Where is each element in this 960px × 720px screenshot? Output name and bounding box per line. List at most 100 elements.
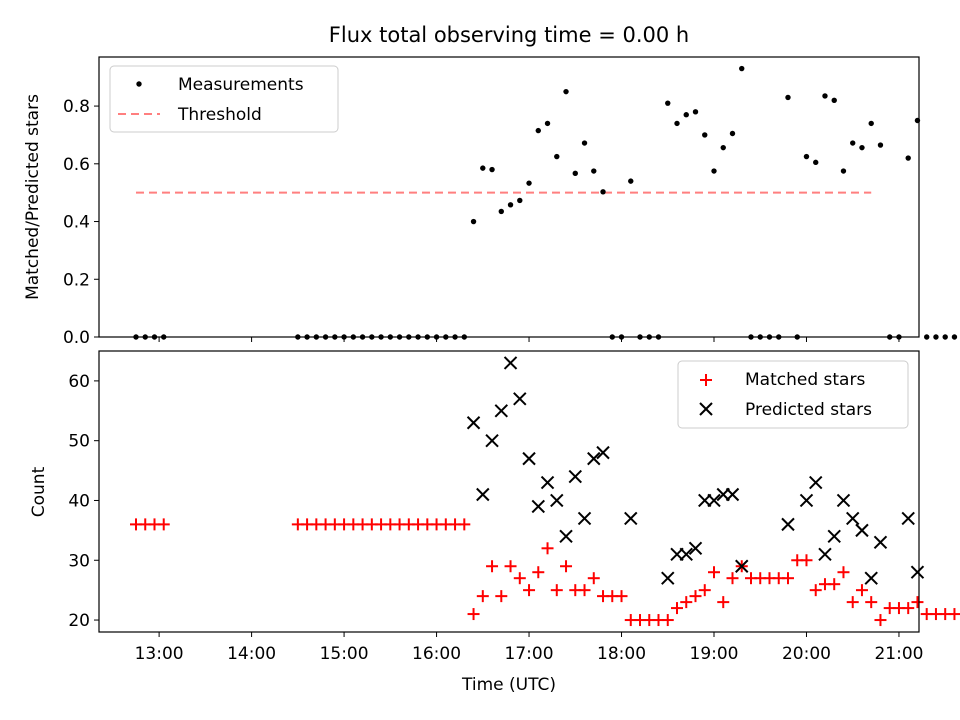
legend-measurements-marker bbox=[136, 81, 142, 87]
predicted-star-point bbox=[725, 487, 740, 502]
measurement-point bbox=[951, 334, 958, 340]
matched-star-point bbox=[726, 572, 739, 585]
measurement-point bbox=[544, 120, 551, 127]
matched-star-point bbox=[902, 602, 915, 615]
measurement-point bbox=[711, 168, 717, 174]
matched-star-point bbox=[476, 590, 489, 603]
matched-star-point bbox=[911, 596, 924, 609]
top-legend: Measurements Threshold bbox=[109, 65, 339, 133]
matched-star-point bbox=[948, 608, 960, 621]
counts-layer bbox=[129, 356, 960, 627]
measurement-point bbox=[785, 94, 791, 101]
matched-star-point bbox=[550, 584, 563, 597]
predicted-star-point bbox=[901, 511, 915, 526]
measurement-point bbox=[840, 168, 847, 174]
predicted-star-point bbox=[577, 511, 592, 526]
top-chart-title: Flux total observing time = 0.00 h bbox=[329, 23, 689, 47]
x-axis-label: Time (UTC) bbox=[461, 675, 556, 695]
x-tick-label: 21:00 bbox=[874, 644, 923, 664]
x-tick-label: 17:00 bbox=[505, 644, 554, 664]
bottom-y-tick-label: 40 bbox=[68, 491, 90, 511]
predicted-star-point bbox=[873, 535, 888, 550]
predicted-star-point bbox=[587, 451, 601, 466]
bottom-y-tick-label: 60 bbox=[68, 372, 90, 392]
measurement-point bbox=[822, 93, 828, 99]
measurement-point bbox=[739, 65, 745, 72]
predicted-star-point bbox=[781, 517, 795, 532]
predicted-star-point bbox=[550, 493, 564, 508]
predicted-star-point bbox=[809, 475, 823, 490]
measurement-point bbox=[581, 140, 588, 146]
bottom-legend: Matched stars Predicted stars bbox=[677, 360, 909, 429]
measurement-point bbox=[507, 202, 514, 208]
bottom-y-tick-label: 50 bbox=[68, 432, 90, 452]
predicted-star-point bbox=[494, 404, 509, 418]
predicted-star-point bbox=[836, 493, 851, 508]
x-tick-label: 20:00 bbox=[782, 644, 831, 664]
matched-star-point bbox=[865, 596, 878, 609]
predicted-star-point bbox=[522, 451, 536, 466]
top-y-tick-label: 0.2 bbox=[63, 270, 90, 290]
top-axis-ticks: 0.0 0.2 0.4 0.6 0.8 bbox=[63, 97, 900, 348]
measurement-point bbox=[591, 168, 597, 174]
matched-star-point bbox=[513, 572, 526, 585]
measurement-point bbox=[480, 165, 486, 171]
top-y-tick-label: 0.8 bbox=[63, 97, 90, 117]
matched-star-point bbox=[661, 614, 674, 627]
top-y-axis-label: Matched/Predicted stars bbox=[23, 94, 43, 300]
x-tick-label: 15:00 bbox=[320, 644, 369, 664]
measurement-point bbox=[554, 153, 560, 160]
measurement-point bbox=[831, 97, 837, 103]
measurement-point bbox=[517, 197, 523, 204]
top-y-tick-label: 0.0 bbox=[63, 328, 90, 348]
predicted-star-point bbox=[855, 523, 869, 538]
x-tick-label: 19:00 bbox=[690, 644, 739, 664]
measurement-point bbox=[628, 178, 634, 184]
matched-star-point bbox=[809, 584, 822, 597]
matched-star-point bbox=[689, 590, 702, 603]
measurement-point bbox=[665, 100, 671, 106]
predicted-star-point bbox=[513, 392, 527, 406]
predicted-star-point bbox=[661, 571, 675, 585]
predicted-star-point bbox=[818, 547, 832, 561]
predicted-star-point bbox=[531, 499, 545, 514]
bottom-axis-ticks: 13:00 14:00 15:00 16:00 17:00 18:00 19:00 20:00… bbox=[68, 372, 923, 664]
predicted-star-point bbox=[559, 529, 573, 544]
predicted-star-point bbox=[688, 541, 703, 556]
matched-star-point bbox=[560, 560, 573, 573]
measurement-point bbox=[729, 130, 736, 137]
x-tick-label: 14:00 bbox=[227, 644, 276, 664]
measurement-point bbox=[526, 180, 532, 186]
matched-star-point bbox=[504, 560, 517, 573]
matched-star-point bbox=[157, 518, 170, 531]
predicted-star-point bbox=[568, 469, 582, 484]
predicted-star-point bbox=[540, 475, 555, 490]
measurement-point bbox=[683, 112, 689, 118]
measurement-point bbox=[563, 88, 569, 95]
measurement-point bbox=[868, 120, 874, 127]
matched-star-point bbox=[523, 584, 536, 597]
matched-star-point bbox=[587, 572, 600, 585]
top-plot-frame bbox=[98, 56, 920, 338]
measurement-point bbox=[905, 155, 911, 161]
legend-measurements-label: Measurements bbox=[178, 75, 304, 95]
bottom-plot-frame bbox=[98, 350, 920, 633]
bottom-legend-box bbox=[677, 360, 909, 429]
measurement-point bbox=[850, 140, 856, 146]
matched-star-point bbox=[467, 608, 480, 621]
predicted-star-point bbox=[624, 511, 638, 526]
predicted-star-point bbox=[799, 493, 814, 508]
measurement-point bbox=[470, 218, 477, 225]
matched-star-point bbox=[800, 554, 813, 567]
matched-star-point bbox=[532, 566, 545, 579]
x-tick-label: 13:00 bbox=[135, 644, 184, 664]
measurement-point bbox=[535, 127, 541, 134]
top-legend-box bbox=[109, 65, 339, 133]
x-tick-label: 16:00 bbox=[412, 644, 461, 664]
matched-star-point bbox=[846, 596, 859, 609]
matched-star-point bbox=[874, 614, 887, 627]
predicted-star-point bbox=[476, 487, 490, 502]
predicted-star-point bbox=[707, 493, 721, 508]
measurement-point bbox=[702, 132, 708, 138]
